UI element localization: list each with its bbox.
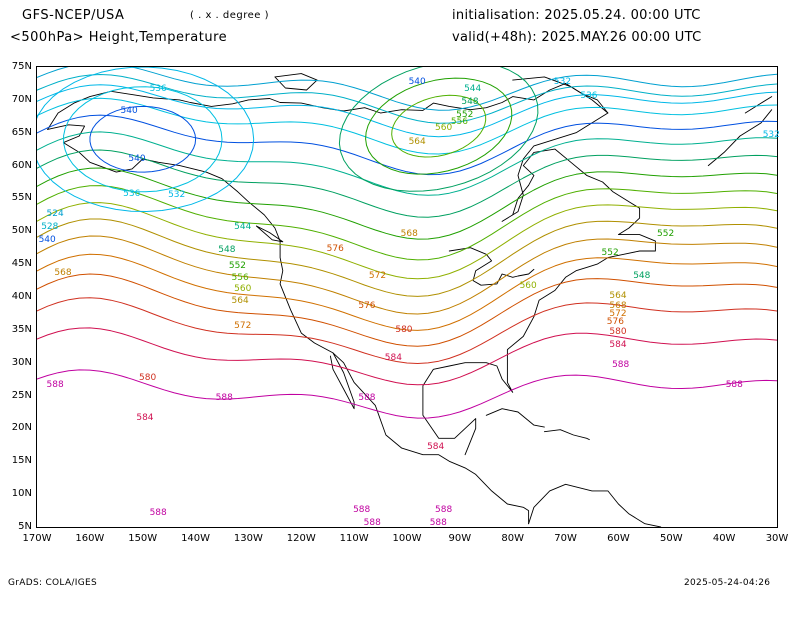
contour-label: 576 xyxy=(606,317,624,328)
contour-label: 548 xyxy=(218,245,236,255)
contour-label: 568 xyxy=(609,300,627,311)
contour-label: 552 xyxy=(456,110,474,121)
valid-time: valid(+48h): 2025.MAY.26 00:00 UTC xyxy=(452,30,702,45)
lon-tick-170W: 170W xyxy=(22,533,52,544)
lon-tick-130W: 130W xyxy=(233,533,263,544)
contour-label: 536 xyxy=(580,90,598,101)
contour-label: 588 xyxy=(725,379,743,390)
contour-label: 532 xyxy=(762,130,780,140)
contour-label: 580 xyxy=(395,325,413,336)
lon-tick-70W: 70W xyxy=(554,533,577,544)
lat-tick-55N: 55N xyxy=(11,192,32,204)
contour-label: 560 xyxy=(519,281,537,292)
lon-tick-50W: 50W xyxy=(659,533,683,544)
contour-label: 572 xyxy=(368,271,387,282)
contour-label: 580 xyxy=(139,373,157,384)
contour-label: 540 xyxy=(128,154,146,165)
contour-label: 564 xyxy=(408,136,426,147)
contour-label: 588 xyxy=(215,392,233,403)
contour-label: 584 xyxy=(136,412,154,423)
lon-tick-80W: 80W xyxy=(501,533,525,544)
lat-tick-5N: 5N xyxy=(18,521,32,532)
contour-label: 584 xyxy=(427,442,445,453)
contour-label: 548 xyxy=(461,97,479,108)
lon-tick-150W: 150W xyxy=(128,533,158,544)
contour-map-plot: 536 540 540 536 532 524 528 540 568 544 548 552 556 5… xyxy=(36,66,780,528)
contour-label: 528 xyxy=(41,222,59,232)
footer-credit: GrADS: COLA/IGES xyxy=(8,578,97,588)
lat-tick-10N: 10N xyxy=(11,488,32,500)
contour-label: 540 xyxy=(38,235,56,246)
contour-label: 544 xyxy=(464,84,482,94)
contour-label: 588 xyxy=(435,504,453,515)
lon-tick-120W: 120W xyxy=(286,533,316,544)
contour-label: 560 xyxy=(435,123,453,134)
contour-label: 588 xyxy=(46,379,64,390)
initialisation-time: initialisation: 2025.05.24. 00:00 UTC xyxy=(452,8,701,23)
contour-label: 556 xyxy=(450,116,469,127)
contour-label: 552 xyxy=(657,228,675,239)
contour-label: 568 xyxy=(400,228,418,239)
contour-label: 588 xyxy=(363,517,381,528)
contour-label: 584 xyxy=(384,353,402,364)
lat-tick-30N: 30N xyxy=(11,356,32,368)
contour-label: 588 xyxy=(612,360,630,370)
contour-label: 552 xyxy=(228,261,247,272)
field-title: <500hPa> Height,Temperature xyxy=(10,30,228,45)
contour-label: 588 xyxy=(358,392,376,403)
contour-label: 584 xyxy=(609,340,627,351)
lat-tick-75N: 75N xyxy=(11,61,32,72)
contour-label: 560 xyxy=(234,284,252,295)
lon-tick-40W: 40W xyxy=(712,533,736,544)
lat-tick-50N: 50N xyxy=(11,225,32,237)
lat-tick-20N: 20N xyxy=(11,422,32,434)
lon-tick-60W: 60W xyxy=(607,533,630,544)
lon-tick-140W: 140W xyxy=(181,533,211,544)
lat-tick-15N: 15N xyxy=(11,455,32,467)
contour-label: 576 xyxy=(358,300,376,311)
contour-label: 588 xyxy=(429,517,447,528)
contour-label: 580 xyxy=(609,327,627,338)
contour-label: 532 xyxy=(553,77,572,88)
units-label: ( . x . degree ) xyxy=(190,10,270,21)
contour-label: 536 xyxy=(123,189,141,200)
lon-tick-160W: 160W xyxy=(75,533,105,544)
footer-timestamp: 2025-05-24-04:26 xyxy=(684,578,771,588)
contour-label: 568 xyxy=(54,268,72,278)
contour-label: 536 xyxy=(149,84,167,94)
contour-label: 524 xyxy=(46,208,64,219)
contour-label: 532 xyxy=(168,189,186,200)
contour-label: 572 xyxy=(234,320,252,331)
contour-label: 544 xyxy=(234,222,252,232)
contour-label: 564 xyxy=(609,291,627,301)
contour-label: 548 xyxy=(633,271,651,282)
lon-tick-100W: 100W xyxy=(392,533,422,544)
contour-label: 572 xyxy=(609,309,627,320)
lat-tick-70N: 70N xyxy=(11,93,32,105)
contour-label: 552 xyxy=(601,248,619,259)
lat-tick-25N: 25N xyxy=(11,389,32,401)
lon-tick-90W: 90W xyxy=(448,533,472,544)
model-title: GFS-NCEP/USA xyxy=(22,8,125,23)
lat-tick-45N: 45N xyxy=(11,258,32,270)
contour-label: 564 xyxy=(231,296,249,307)
contour-label: 540 xyxy=(408,77,426,88)
lat-tick-40N: 40N xyxy=(11,291,32,302)
contour-label: 556 xyxy=(231,273,249,284)
lat-tick-60N: 60N xyxy=(11,159,32,171)
lat-tick-35N: 35N xyxy=(11,323,32,335)
contour-label: 540 xyxy=(120,105,138,116)
lat-tick-65N: 65N xyxy=(11,126,32,138)
contour-label: 588 xyxy=(353,504,371,515)
lon-tick-110W: 110W xyxy=(339,533,369,544)
lon-tick-30W: 30W xyxy=(765,533,789,544)
contour-label: 576 xyxy=(326,243,344,254)
contour-label: 588 xyxy=(149,507,167,518)
